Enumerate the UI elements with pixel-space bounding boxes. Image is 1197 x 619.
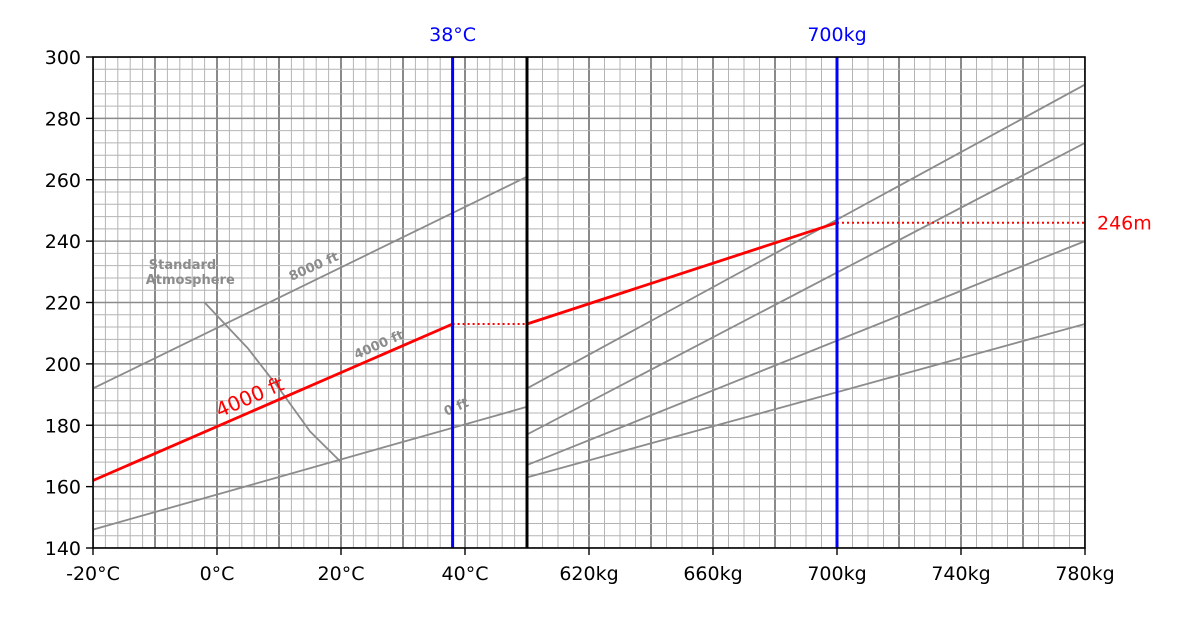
background-curve xyxy=(203,301,342,496)
x-tick-label: 620kg xyxy=(559,563,618,585)
x-tick-label: 700kg xyxy=(807,563,866,585)
vertical-marker-label: 700kg xyxy=(807,24,866,46)
y-tick-label: 160 xyxy=(45,477,81,499)
background-curve xyxy=(526,83,1085,390)
y-tick-label: 280 xyxy=(45,108,81,130)
x-tick-label: 740kg xyxy=(931,563,990,585)
markers: 38°C 700kg xyxy=(429,24,867,548)
y-tick-label: 180 xyxy=(45,415,81,437)
y-tick-label: 220 xyxy=(45,293,81,315)
background-curves xyxy=(93,83,1085,531)
y-tick-label: 140 xyxy=(45,538,81,560)
x-tick-label: 40°C xyxy=(442,563,489,585)
background-curve xyxy=(526,240,1085,466)
axes: 140 160 180 200 220 240 260 280 300 -20°C 0°C 20°C 4… xyxy=(45,47,1115,585)
background-label: Atmosphere xyxy=(146,273,235,288)
background-curve xyxy=(526,142,1085,436)
y-tick-label: 240 xyxy=(45,231,81,253)
y-tick-label: 300 xyxy=(45,47,81,69)
result-label: 246m xyxy=(1097,213,1152,235)
y-tick-label: 200 xyxy=(45,354,81,376)
x-tick-label: -20°C xyxy=(66,563,120,585)
x-tick-label: 0°C xyxy=(200,563,235,585)
x-tick-label: 780kg xyxy=(1055,563,1114,585)
background-curve xyxy=(93,405,528,531)
series-line xyxy=(526,221,838,326)
background-curve xyxy=(93,175,528,390)
series-line xyxy=(93,322,454,482)
background-label: Standard xyxy=(149,258,216,273)
x-tick-label: 660kg xyxy=(683,563,742,585)
vertical-marker-label: 38°C xyxy=(429,24,476,46)
y-tick-label: 260 xyxy=(45,170,81,192)
background-curve xyxy=(526,323,1085,479)
x-tick-label: 20°C xyxy=(318,563,365,585)
annotations: 246m xyxy=(1097,213,1152,235)
